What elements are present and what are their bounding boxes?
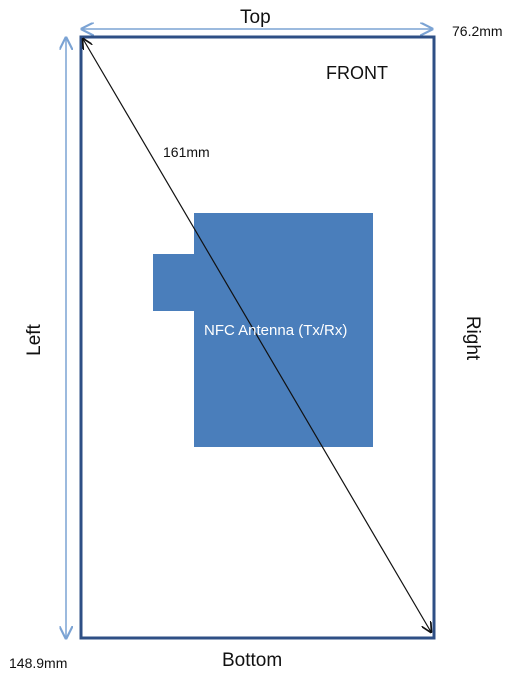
- top-label: Top: [240, 7, 271, 28]
- diagonal-dimension-arrow: [83, 39, 431, 632]
- width-measurement: 76.2mm: [452, 23, 503, 39]
- front-label: FRONT: [326, 63, 388, 83]
- antenna-tab: [153, 254, 196, 311]
- height-measurement: 148.9mm: [9, 655, 68, 671]
- diagonal-measurement: 161mm: [163, 144, 210, 160]
- nfc-antenna-label: NFC Antenna (Tx/Rx): [204, 322, 348, 339]
- left-label: Left: [24, 324, 45, 356]
- bottom-label: Bottom: [222, 650, 283, 671]
- right-label: Right: [462, 315, 483, 361]
